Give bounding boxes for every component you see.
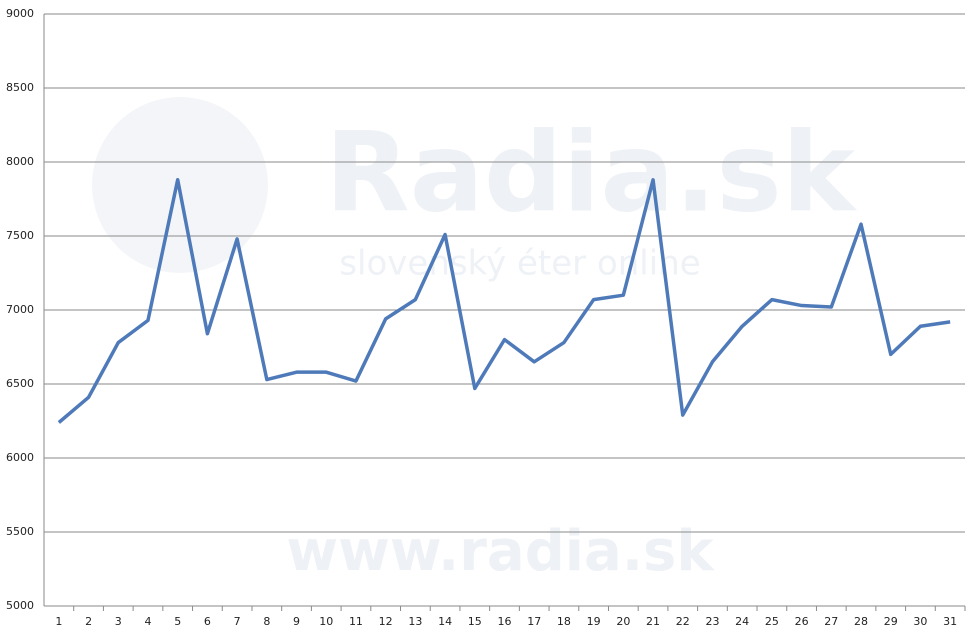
x-tick-label: 24 <box>735 615 749 628</box>
watermark: Radia.sk <box>325 108 858 236</box>
x-tick-label: 21 <box>646 615 660 628</box>
x-tick-label: 5 <box>174 615 181 628</box>
x-tick-label: 22 <box>676 615 690 628</box>
x-tick-label: 25 <box>765 615 779 628</box>
watermark: slovenský éter online <box>339 244 700 284</box>
x-tick-label: 2 <box>85 615 92 628</box>
x-tick-label: 17 <box>527 615 541 628</box>
x-tick-label: 6 <box>204 615 211 628</box>
x-tick-label: 19 <box>587 615 601 628</box>
x-tick-label: 31 <box>943 615 957 628</box>
y-tick-label: 8000 <box>6 155 34 168</box>
y-tick-label: 5000 <box>6 599 34 612</box>
x-tick-label: 15 <box>468 615 482 628</box>
x-tick-label: 1 <box>55 615 62 628</box>
y-tick-label: 9000 <box>6 7 34 20</box>
x-tick-label: 18 <box>557 615 571 628</box>
x-tick-label: 20 <box>616 615 630 628</box>
watermark: www.radia.sk <box>286 519 715 584</box>
x-tick-label: 9 <box>293 615 300 628</box>
y-tick-label: 7500 <box>6 229 34 242</box>
y-tick-label: 8500 <box>6 81 34 94</box>
x-tick-label: 3 <box>115 615 122 628</box>
x-tick-label: 23 <box>705 615 719 628</box>
x-tick-label: 28 <box>854 615 868 628</box>
y-tick-label: 6000 <box>6 451 34 464</box>
y-tick-label: 7000 <box>6 303 34 316</box>
x-tick-label: 29 <box>884 615 898 628</box>
x-tick-label: 14 <box>438 615 452 628</box>
x-tick-label: 10 <box>319 615 333 628</box>
y-tick-label: 5500 <box>6 525 34 538</box>
x-tick-label: 16 <box>498 615 512 628</box>
x-tick-label: 8 <box>263 615 270 628</box>
x-tick-label: 7 <box>234 615 241 628</box>
x-tick-label: 13 <box>408 615 422 628</box>
x-tick-label: 27 <box>824 615 838 628</box>
x-tick-label: 12 <box>379 615 393 628</box>
x-tick-label: 30 <box>913 615 927 628</box>
x-tick-label: 11 <box>349 615 363 628</box>
series-line <box>57 178 951 424</box>
x-tick-label: 26 <box>795 615 809 628</box>
x-tick-label: 4 <box>144 615 151 628</box>
y-tick-label: 6500 <box>6 377 34 390</box>
